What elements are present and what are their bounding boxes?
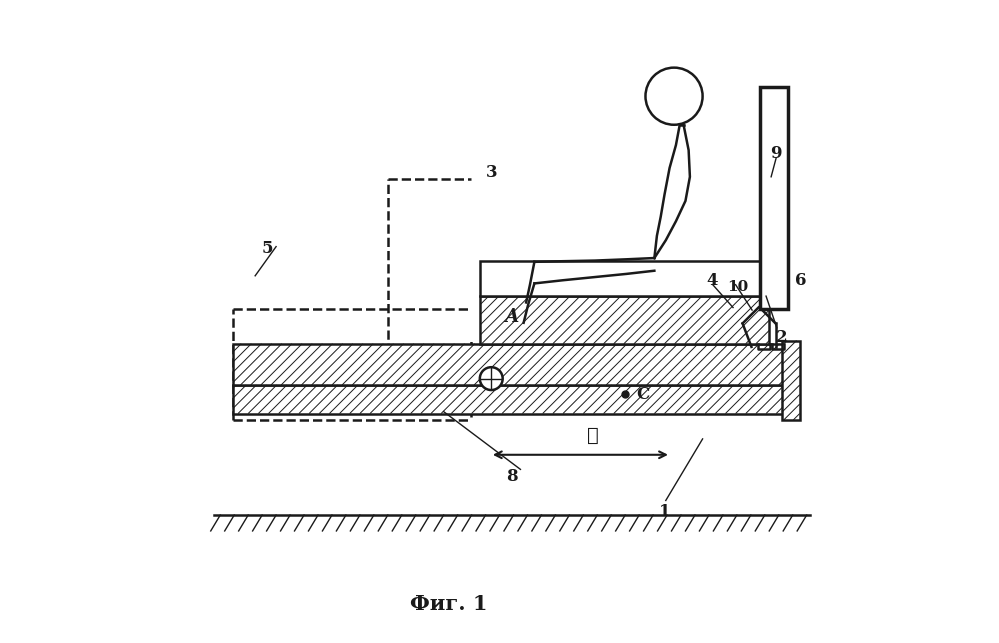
Bar [782,341,799,420]
Text: 5: 5 [262,240,274,257]
Bar [233,385,788,413]
Text: 3: 3 [486,164,498,181]
Text: 2: 2 [776,329,788,346]
Circle shape [645,68,702,125]
Text: 9: 9 [770,145,781,162]
Bar [233,344,788,385]
Circle shape [480,367,502,390]
Text: С: С [636,386,649,403]
Text: 1: 1 [658,503,670,520]
Text: Фиг. 1: Фиг. 1 [410,594,488,614]
Bar [481,261,769,296]
Text: 10: 10 [727,280,748,294]
Text: А: А [503,308,518,326]
Text: 4: 4 [706,272,718,289]
Bar [759,87,788,309]
Text: ℓ: ℓ [587,427,599,445]
Bar [481,296,769,344]
Text: 8: 8 [506,469,518,485]
Text: 6: 6 [795,272,807,289]
